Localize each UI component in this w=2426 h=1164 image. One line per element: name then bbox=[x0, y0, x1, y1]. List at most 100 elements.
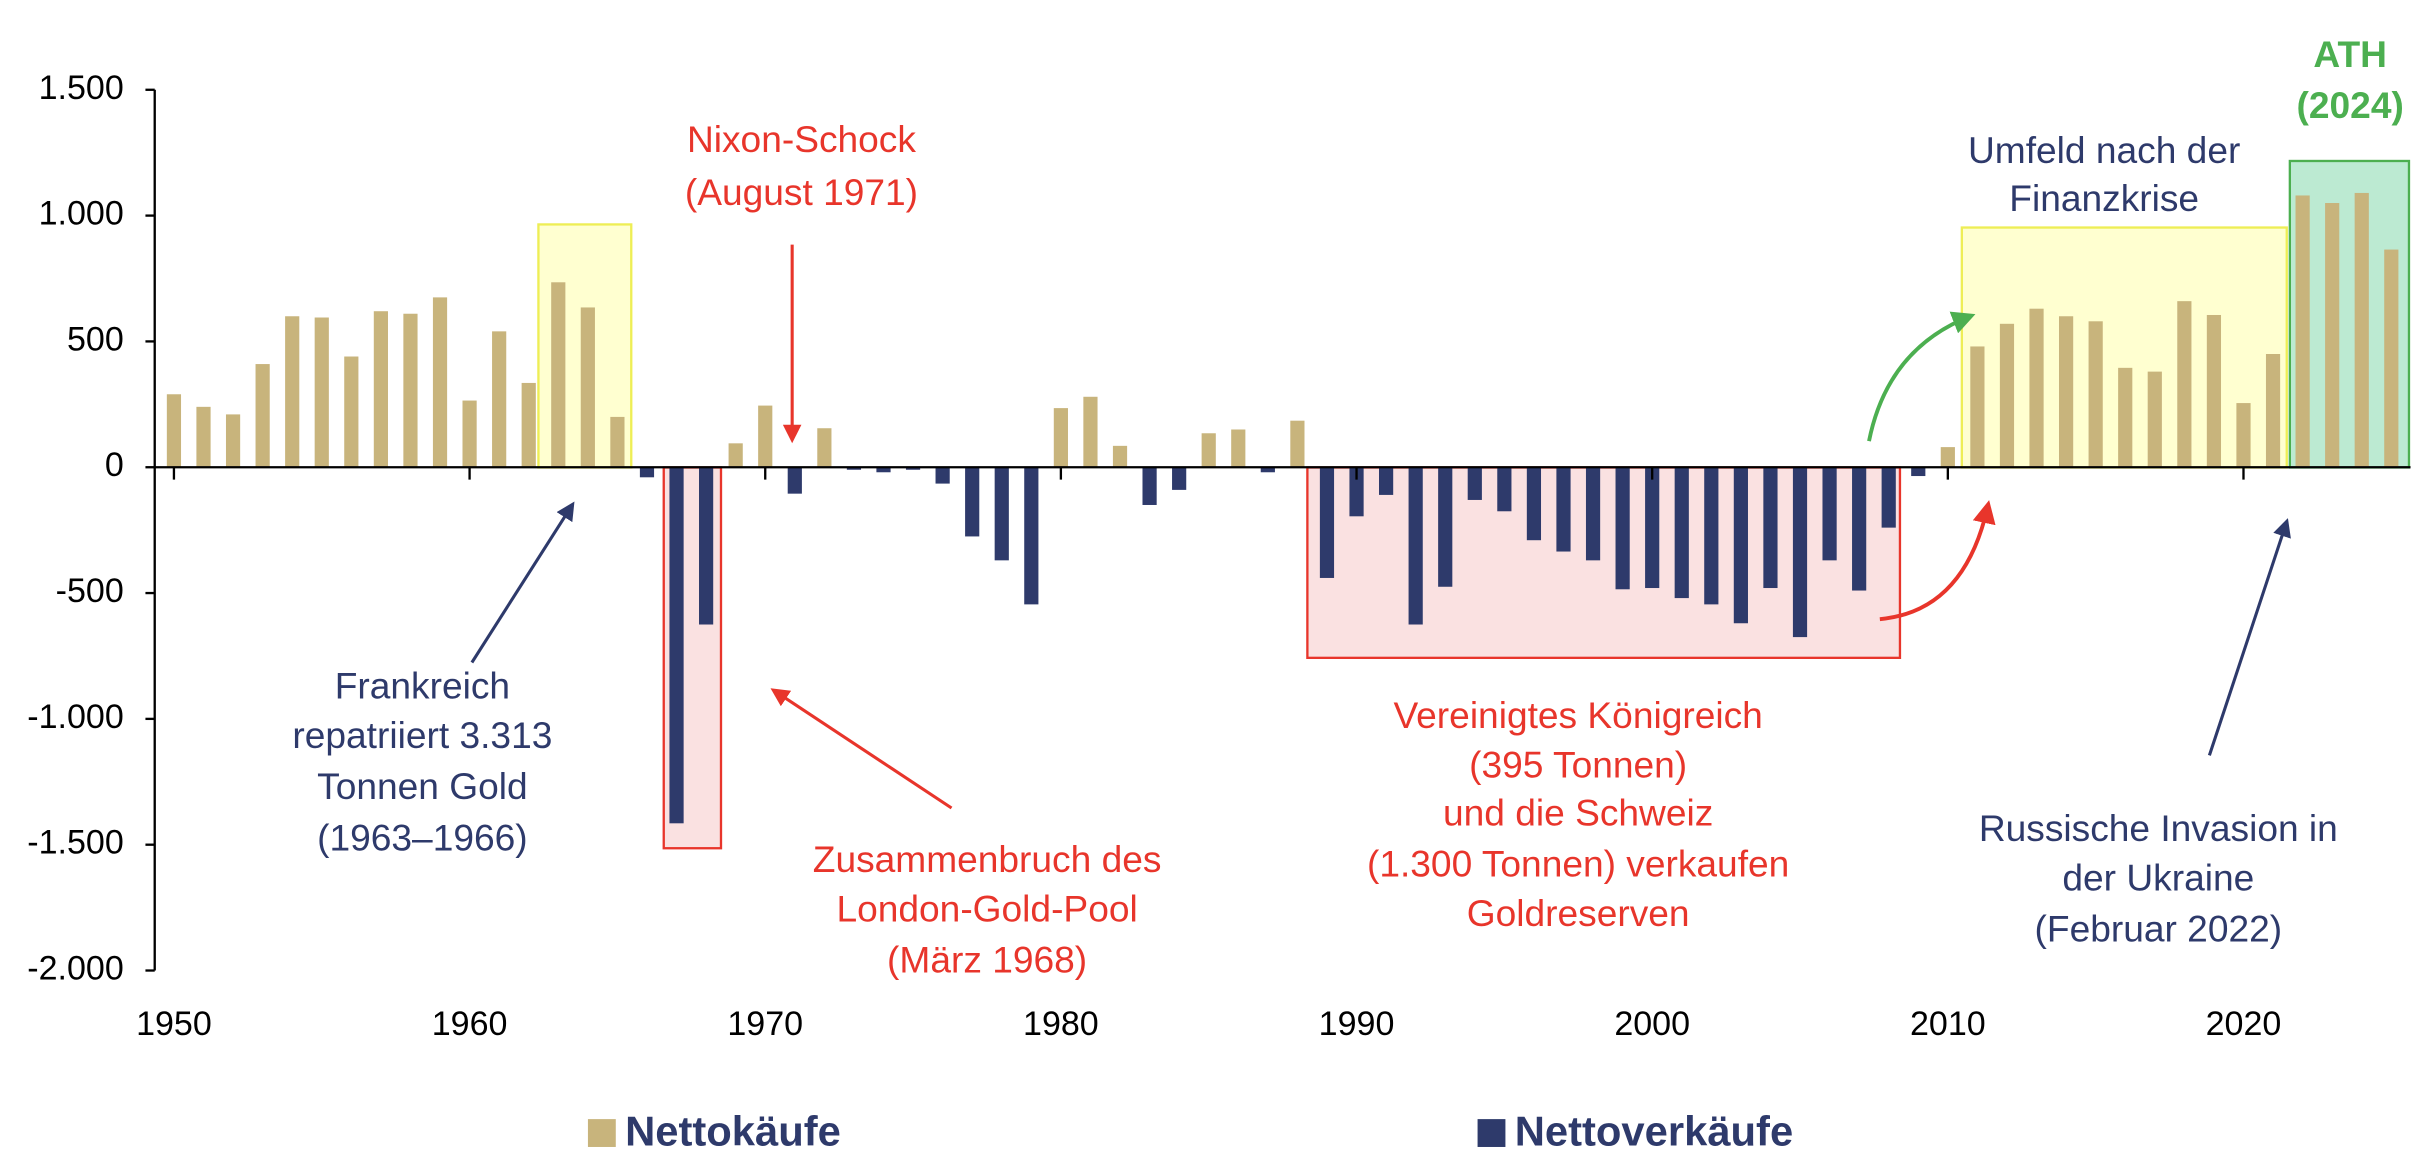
bar bbox=[1852, 467, 1867, 591]
bar bbox=[2265, 353, 2281, 468]
bar bbox=[1615, 467, 1630, 590]
bar bbox=[1083, 396, 1098, 468]
arrow bbox=[1867, 311, 1976, 442]
annotation: Frankreich bbox=[335, 665, 510, 707]
bar bbox=[1704, 467, 1719, 605]
y-tick-label: -1.500 bbox=[27, 824, 123, 862]
bar bbox=[905, 467, 921, 470]
annotation: (1.300 Tonnen) verkaufen bbox=[1367, 843, 1789, 885]
bar bbox=[1585, 467, 1601, 561]
annotation: und die Schweiz bbox=[1443, 792, 1713, 834]
legend-label: Nettokäufe bbox=[625, 1108, 841, 1155]
x-tick-label: 1990 bbox=[1319, 1005, 1395, 1043]
annotation: (2024) bbox=[2297, 84, 2404, 126]
bar bbox=[876, 467, 891, 473]
bar bbox=[314, 317, 329, 468]
annotation: Nixon-Schock bbox=[687, 118, 916, 160]
bar bbox=[2384, 249, 2399, 468]
bar bbox=[1763, 467, 1778, 589]
bar bbox=[373, 311, 388, 468]
bar bbox=[1053, 408, 1068, 468]
annotation: Umfeld nach der bbox=[1968, 129, 2240, 171]
bar bbox=[1733, 467, 1748, 624]
bar bbox=[2206, 314, 2222, 468]
bar bbox=[2118, 367, 2133, 468]
bar bbox=[1231, 429, 1246, 468]
bar bbox=[551, 282, 566, 468]
y-tick-label: 1.000 bbox=[39, 195, 124, 233]
bar bbox=[1201, 433, 1216, 468]
annotation: Tonnen Gold bbox=[317, 765, 527, 807]
annotation: (395 Tonnen) bbox=[1469, 744, 1687, 786]
bar bbox=[1881, 467, 1896, 528]
bar bbox=[225, 414, 241, 468]
annotation: (März 1968) bbox=[887, 939, 1087, 981]
bar bbox=[1526, 467, 1542, 541]
bar bbox=[166, 394, 182, 468]
x-tick-label: 1950 bbox=[136, 1005, 212, 1043]
bar bbox=[255, 364, 270, 468]
bars bbox=[166, 192, 2399, 824]
bar bbox=[1024, 467, 1039, 605]
bar bbox=[1467, 467, 1482, 500]
y-tick-label: -2.000 bbox=[27, 949, 123, 987]
bar bbox=[669, 467, 684, 824]
bar bbox=[639, 467, 655, 478]
annotation: (Februar 2022) bbox=[2035, 908, 2283, 950]
arrow bbox=[770, 688, 953, 810]
annotation: (August 1971) bbox=[685, 171, 918, 213]
bar bbox=[846, 467, 862, 470]
x-tick-label: 2020 bbox=[2206, 1005, 2282, 1043]
annotation: Vereinigtes Königreich bbox=[1393, 694, 1762, 736]
bar bbox=[2236, 403, 2251, 468]
bar bbox=[610, 416, 625, 468]
bar bbox=[1142, 467, 1157, 505]
y-tick-label: 500 bbox=[67, 320, 124, 358]
bar bbox=[1408, 467, 1423, 625]
bar bbox=[965, 467, 980, 537]
bar bbox=[2325, 203, 2340, 468]
bar bbox=[2354, 192, 2369, 468]
bar bbox=[1940, 447, 1955, 468]
annotation: repatriiert 3.313 bbox=[292, 714, 552, 756]
bar bbox=[432, 297, 448, 468]
bar bbox=[1999, 323, 2015, 468]
highlight-box bbox=[1306, 466, 1902, 660]
bar bbox=[492, 331, 507, 468]
bar bbox=[1674, 467, 1689, 599]
bar bbox=[1556, 467, 1571, 552]
bar bbox=[2059, 316, 2074, 468]
bar bbox=[1792, 467, 1808, 638]
arrow bbox=[1879, 500, 1996, 622]
y-tick-label: 1.500 bbox=[39, 69, 124, 107]
annotation: London-Gold-Pool bbox=[836, 888, 1137, 930]
bar bbox=[728, 443, 743, 468]
arrows bbox=[470, 244, 2291, 810]
bar bbox=[758, 405, 773, 468]
y-tick-label: -500 bbox=[56, 572, 124, 610]
bar bbox=[2029, 308, 2044, 468]
arrow bbox=[2207, 518, 2291, 756]
arrow bbox=[470, 501, 575, 664]
bar bbox=[403, 313, 418, 468]
bar bbox=[1290, 420, 1305, 468]
bar bbox=[1645, 467, 1660, 589]
x-tick-label: 1960 bbox=[432, 1005, 508, 1043]
bar bbox=[1822, 467, 1837, 561]
bar bbox=[817, 428, 832, 468]
annotation: Russische Invasion in bbox=[1979, 807, 2338, 849]
bar bbox=[2177, 301, 2192, 468]
bar bbox=[1970, 346, 1985, 468]
annotation: ATH bbox=[2313, 33, 2387, 75]
bar bbox=[1911, 467, 1926, 477]
legend-swatch bbox=[1477, 1119, 1506, 1147]
legend-swatch bbox=[587, 1119, 616, 1147]
bar bbox=[462, 400, 477, 468]
bar bbox=[1112, 445, 1128, 468]
bar bbox=[2088, 321, 2103, 468]
annotations: Nixon-Schock (August 1971) Frankreich re… bbox=[292, 33, 2403, 981]
x-tick-label: 2000 bbox=[1614, 1005, 1690, 1043]
bar bbox=[1438, 467, 1453, 587]
